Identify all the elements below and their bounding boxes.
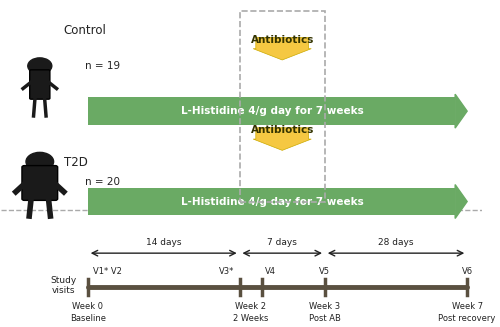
FancyBboxPatch shape (22, 165, 58, 200)
Polygon shape (253, 37, 312, 60)
Text: V5: V5 (320, 267, 330, 276)
FancyBboxPatch shape (88, 188, 455, 215)
Text: Baseline: Baseline (70, 315, 106, 323)
Text: V4: V4 (264, 267, 276, 276)
Polygon shape (455, 94, 467, 128)
Text: Week 3: Week 3 (310, 301, 340, 311)
Text: V1* V2: V1* V2 (92, 267, 122, 276)
Text: 2 Weeks: 2 Weeks (233, 315, 268, 323)
Text: V6: V6 (462, 267, 472, 276)
Circle shape (28, 58, 52, 74)
Polygon shape (455, 184, 467, 218)
Text: Antibiotics: Antibiotics (250, 125, 314, 135)
Text: Antibiotics: Antibiotics (250, 35, 314, 45)
Text: T2D: T2D (64, 156, 88, 169)
Text: Study
visits: Study visits (50, 276, 77, 295)
FancyBboxPatch shape (88, 97, 455, 125)
Text: 28 days: 28 days (378, 238, 414, 247)
Text: Post AB: Post AB (309, 315, 341, 323)
Text: Week 0: Week 0 (72, 301, 104, 311)
Text: 7 days: 7 days (268, 238, 297, 247)
Text: V3*: V3* (220, 267, 234, 276)
Text: Week 7: Week 7 (452, 301, 482, 311)
Text: Week 2: Week 2 (236, 301, 266, 311)
Text: L-Histidine 4/g day for 7 weeks: L-Histidine 4/g day for 7 weeks (182, 197, 364, 207)
Circle shape (26, 152, 54, 171)
Text: n = 19: n = 19 (86, 61, 120, 71)
Polygon shape (253, 128, 312, 150)
Text: Control: Control (64, 24, 106, 37)
Text: L-Histidine 4/g day for 7 weeks: L-Histidine 4/g day for 7 weeks (182, 106, 364, 116)
Text: Post recovery: Post recovery (438, 315, 496, 323)
Text: n = 20: n = 20 (86, 177, 120, 187)
FancyBboxPatch shape (30, 70, 50, 99)
Text: 14 days: 14 days (146, 238, 182, 247)
